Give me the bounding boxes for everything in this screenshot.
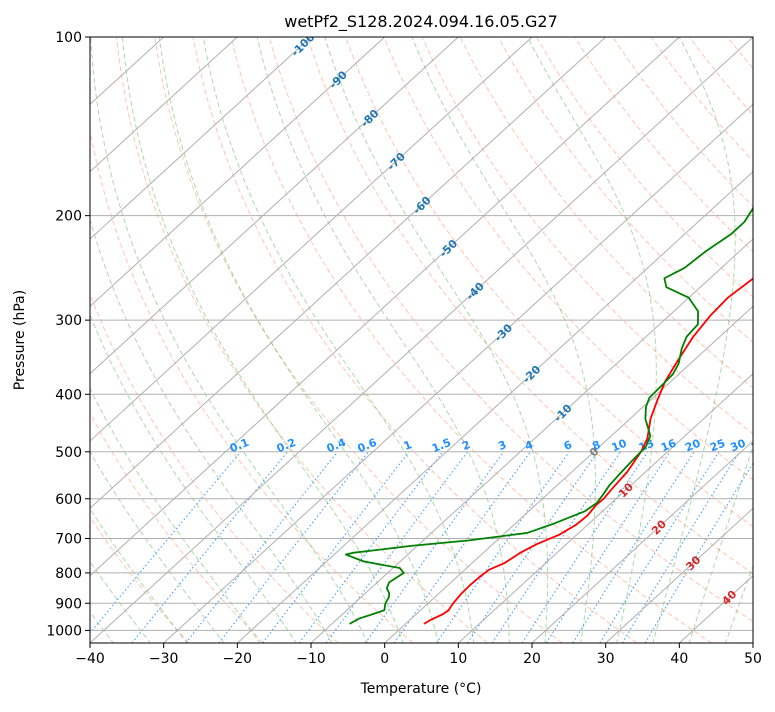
- dry-adiabat-line: [268, 37, 753, 623]
- isotherm-line: [384, 305, 753, 643]
- mixing-ratio-label: 3: [496, 438, 508, 453]
- mixing-ratio-line: [572, 451, 695, 643]
- y-tick-label: 400: [55, 387, 82, 403]
- mixing-ratio-label: 2: [460, 438, 472, 453]
- mixing-ratio-line: [435, 451, 570, 643]
- dry-adiabat-line: [307, 37, 753, 575]
- dry-adiabat-line: [116, 37, 488, 643]
- mixing-ratio-label: 10: [610, 437, 629, 455]
- mixing-ratio-label: 36: [749, 437, 768, 455]
- moist-adiabat-line: [90, 217, 333, 643]
- y-tick-label: 700: [55, 532, 82, 548]
- mixing-ratio-line: [185, 451, 338, 643]
- moist-adiabat-line: [527, 37, 657, 643]
- isotherm-line: [236, 170, 753, 643]
- x-tick-label: −10: [296, 651, 326, 667]
- mixing-ratio-label: 30: [728, 437, 747, 455]
- y-tick-label: 800: [55, 566, 82, 582]
- reference-lines: [90, 37, 753, 643]
- isotherm-line: [163, 103, 753, 643]
- isotherm-line: [605, 507, 753, 643]
- isotherm-line: [90, 37, 680, 577]
- moist-adiabat-line: [158, 37, 439, 643]
- plot-frame: [89, 36, 754, 644]
- moist-adiabat-line: [90, 450, 225, 643]
- mixing-ratio-label: 25: [708, 437, 727, 455]
- x-tick-label: 20: [523, 651, 541, 667]
- mixing-ratio-line: [131, 451, 289, 643]
- moist-adiabat-line: [90, 37, 369, 643]
- x-tick-label: 40: [670, 651, 688, 667]
- mixing-ratio-line: [491, 451, 621, 643]
- moist-adiabat-line: [90, 313, 297, 643]
- y-axis-label: Pressure (hPa): [12, 290, 28, 390]
- mixing-ratio-line: [644, 462, 753, 643]
- chart-title: wetPf2_S128.2024.094.16.05.G27: [284, 12, 558, 32]
- mixing-ratio-label: 20: [683, 437, 702, 455]
- y-tick-label: 600: [55, 492, 82, 508]
- isotherm-line: [90, 37, 386, 308]
- moist-adiabat-line: [202, 37, 475, 643]
- mixing-ratio-line: [521, 451, 649, 643]
- mixing-ratio-line: [364, 451, 505, 643]
- isotherm-line: [310, 238, 753, 643]
- x-tick-label: 30: [597, 651, 615, 667]
- y-tick-label: 500: [55, 445, 82, 461]
- moist-adiabat-line: [724, 564, 753, 643]
- axis-ticks: −40 −30 −20 −10 0 10 20 30 40 50 100 200 300 400 500 60…: [46, 30, 762, 667]
- isotherm-line: [90, 37, 238, 173]
- moist-adiabat-line: [121, 37, 404, 643]
- mixing-ratio-line: [545, 451, 671, 643]
- moist-adiabat-line: [324, 37, 549, 643]
- x-tick-label: −20: [223, 651, 253, 667]
- moist-adiabat-line: [688, 444, 753, 643]
- isotherm-line: [90, 37, 607, 510]
- x-tick-label: −40: [75, 651, 105, 667]
- isotherm-line: [457, 372, 753, 643]
- mixing-ratio-label: 8: [590, 438, 602, 453]
- x-tick-label: 10: [449, 651, 467, 667]
- dry-adiabat-line: [497, 37, 753, 344]
- dry-adiabat-line: [90, 412, 264, 643]
- mixing-ratio-label: 1: [402, 438, 414, 453]
- isotherm-line: [90, 37, 533, 442]
- isotherm-line: [90, 37, 312, 240]
- y-tick-label: 300: [55, 313, 82, 329]
- x-tick-label: 0: [380, 651, 389, 667]
- mixing-ratio-label: 16: [659, 437, 678, 455]
- y-tick-label: 100: [55, 30, 82, 46]
- x-tick-label: −30: [149, 651, 179, 667]
- y-tick-label: 1000: [46, 623, 82, 639]
- moist-adiabat-line: [90, 387, 261, 643]
- isotherm-line: [90, 37, 753, 643]
- dry-adiabat-line: [154, 37, 563, 643]
- temperature-profile: [423, 277, 753, 625]
- y-tick-label: 900: [55, 596, 82, 612]
- mixing-ratio-line: [262, 451, 410, 643]
- mixing-ratio-line: [621, 451, 740, 643]
- x-tick-label: 50: [744, 651, 762, 667]
- grid: [90, 37, 753, 643]
- moist-adiabat-line: [256, 37, 510, 643]
- x-axis-label: Temperature (°C): [360, 681, 482, 697]
- dry-adiabat-line: [192, 37, 638, 643]
- mixing-ratio-line: [90, 451, 242, 634]
- dry-adiabat-line: [421, 37, 753, 435]
- isotherm-line: [90, 37, 459, 375]
- moist-adiabat-line: [652, 37, 736, 643]
- mixing-ratio-line: [298, 451, 444, 643]
- dewpoint-profile: [344, 205, 753, 625]
- mixing-ratio-line: [467, 451, 599, 643]
- y-tick-label: 200: [55, 209, 82, 225]
- dry-adiabat-line: [536, 37, 753, 298]
- isotherm-line: [531, 440, 753, 643]
- profiles: [344, 205, 753, 625]
